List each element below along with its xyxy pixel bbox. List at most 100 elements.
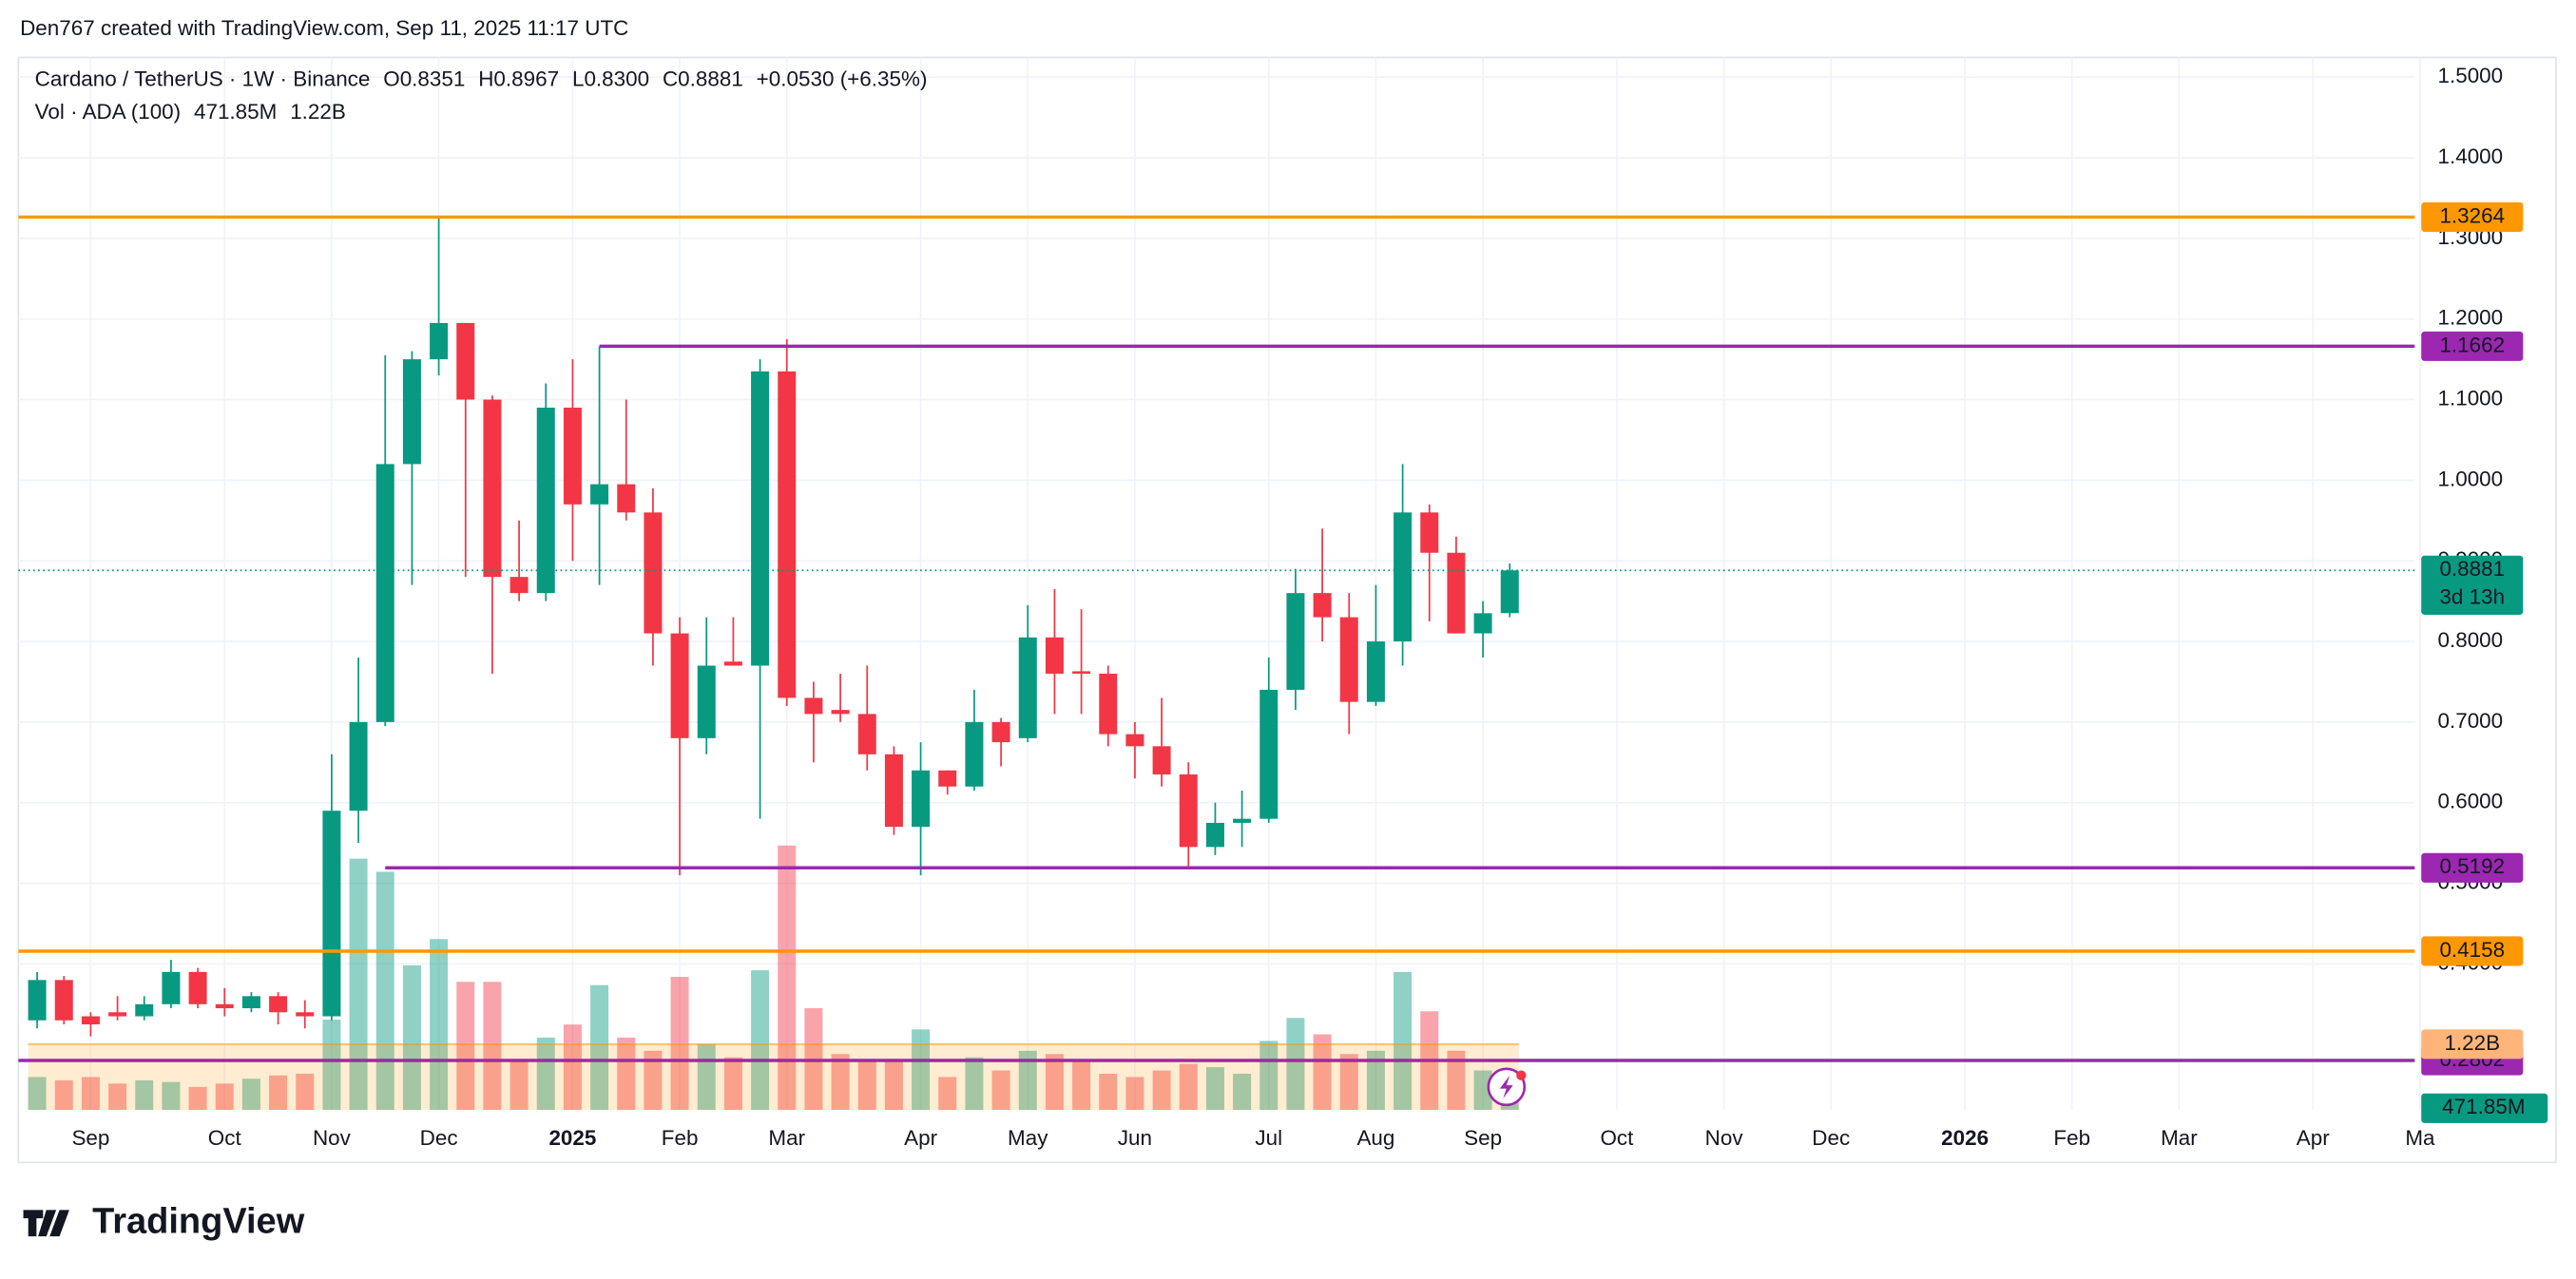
level-label: 1.1662 bbox=[2439, 333, 2505, 356]
volume-bar bbox=[188, 1086, 207, 1111]
candle-body bbox=[54, 980, 73, 1021]
candle-body bbox=[1125, 734, 1144, 747]
level-layer bbox=[18, 215, 2415, 1062]
volume-bar bbox=[483, 982, 502, 1111]
volume-bar bbox=[54, 1079, 73, 1111]
x-tick-label: Sep bbox=[1464, 1126, 1502, 1150]
candle-body bbox=[536, 408, 555, 594]
price-tag: 0.8881 bbox=[2439, 557, 2505, 581]
volume-tag-bg bbox=[2421, 1093, 2548, 1123]
x-tick-label: Apr bbox=[904, 1126, 937, 1150]
volume-bar bbox=[430, 939, 449, 1111]
legend-volume: 471.85M bbox=[194, 100, 277, 124]
candle-body bbox=[81, 1016, 100, 1025]
volume-bar bbox=[1286, 1018, 1305, 1111]
volume-bar bbox=[349, 858, 368, 1111]
volume-layer bbox=[28, 845, 1519, 1111]
candle-body bbox=[1018, 637, 1037, 738]
replay-icon[interactable] bbox=[1487, 1067, 1527, 1107]
candle-body bbox=[670, 633, 689, 738]
candle-body bbox=[1447, 552, 1466, 634]
volume-bar bbox=[1473, 1070, 1492, 1111]
price-tag-bg bbox=[2421, 555, 2524, 615]
candle-body bbox=[375, 464, 394, 722]
level-label: 1.3264 bbox=[2439, 203, 2505, 227]
volume-bar bbox=[912, 1029, 931, 1111]
attribution: Den767 created with TradingView.com, Sep… bbox=[20, 16, 628, 40]
candle-body bbox=[402, 359, 421, 465]
legend-l: 0.8300 bbox=[584, 67, 649, 91]
legend-o-label: O bbox=[383, 67, 399, 91]
candle-body bbox=[697, 665, 716, 738]
volume-bar bbox=[1152, 1070, 1171, 1111]
candle-body bbox=[857, 714, 876, 754]
volume-bar bbox=[296, 1073, 315, 1111]
volume-bar bbox=[322, 1019, 341, 1111]
level-label-bg bbox=[2421, 331, 2524, 361]
volume-bar bbox=[991, 1070, 1010, 1111]
icon-bolt bbox=[1499, 1075, 1513, 1098]
volume-bar bbox=[1366, 1050, 1385, 1111]
volume-tag: 471.85M bbox=[2442, 1095, 2525, 1118]
candle-body bbox=[215, 1003, 234, 1009]
volume-ma-tag-bg bbox=[2421, 1029, 2524, 1059]
candle-body bbox=[617, 484, 636, 513]
volume-bar bbox=[375, 871, 394, 1111]
volume-bar bbox=[563, 1024, 582, 1111]
x-tick-label: Dec bbox=[420, 1126, 458, 1150]
x-tick-label: Feb bbox=[662, 1126, 699, 1150]
volume-bar bbox=[1072, 1060, 1091, 1111]
candle-body bbox=[483, 399, 502, 578]
x-tick-label: Nov bbox=[1705, 1126, 1744, 1150]
volume-bar bbox=[1179, 1063, 1198, 1111]
candle-body bbox=[938, 770, 957, 787]
candle-body bbox=[965, 721, 984, 787]
level-label-bg bbox=[2421, 936, 2524, 966]
volume-bar bbox=[269, 1075, 288, 1111]
candle-body bbox=[804, 697, 823, 715]
volume-bar bbox=[81, 1077, 100, 1111]
y-tick-label: 1.4000 bbox=[2437, 144, 2503, 168]
candle-body bbox=[1152, 746, 1171, 775]
legend-h-label: H bbox=[478, 67, 493, 91]
legend-c: 0.8881 bbox=[678, 67, 743, 91]
volume-bar bbox=[1313, 1034, 1332, 1111]
candle-body bbox=[1366, 641, 1385, 702]
candle-body bbox=[1394, 512, 1413, 642]
volume-bar bbox=[590, 984, 609, 1111]
candle-body bbox=[1072, 671, 1091, 674]
volume-bar bbox=[1233, 1073, 1252, 1111]
candle-body bbox=[296, 1012, 315, 1017]
y-tick-label: 0.6000 bbox=[2437, 790, 2503, 813]
level-label-bg bbox=[2421, 852, 2524, 883]
symbol-title: Cardano / TetherUS · 1W · Binance bbox=[35, 67, 371, 91]
candle-body bbox=[991, 721, 1010, 743]
volume-bar bbox=[1125, 1077, 1144, 1111]
candle-body bbox=[188, 971, 207, 1004]
frame bbox=[17, 56, 2557, 1164]
x-tick-label: Mar bbox=[2161, 1126, 2198, 1150]
volume-bar bbox=[135, 1079, 154, 1111]
icon-dot bbox=[1516, 1070, 1527, 1080]
x-tick-label: 2025 bbox=[548, 1126, 596, 1150]
y-tick-label: 1.1000 bbox=[2437, 386, 2503, 410]
candle-body bbox=[456, 322, 475, 400]
candle-body bbox=[723, 661, 742, 666]
candle-body bbox=[1099, 673, 1118, 735]
x-tick-label: May bbox=[1008, 1126, 1048, 1150]
volume-bar bbox=[644, 1050, 663, 1111]
candle-body bbox=[28, 980, 47, 1021]
candle-body bbox=[241, 996, 260, 1009]
volume-bar bbox=[28, 1077, 47, 1111]
y-tick-label: 1.0000 bbox=[2437, 467, 2503, 490]
x-tick-label: Feb bbox=[2053, 1126, 2090, 1150]
legend-h: 0.8967 bbox=[493, 67, 559, 91]
candle-body bbox=[1500, 570, 1519, 614]
volume-bar bbox=[1018, 1050, 1037, 1111]
legend-volume-ma: 1.22B bbox=[290, 100, 346, 124]
level-label: 0.4158 bbox=[2439, 938, 2505, 962]
volume-ma-area bbox=[28, 1043, 1519, 1111]
candle-body bbox=[1045, 637, 1064, 674]
